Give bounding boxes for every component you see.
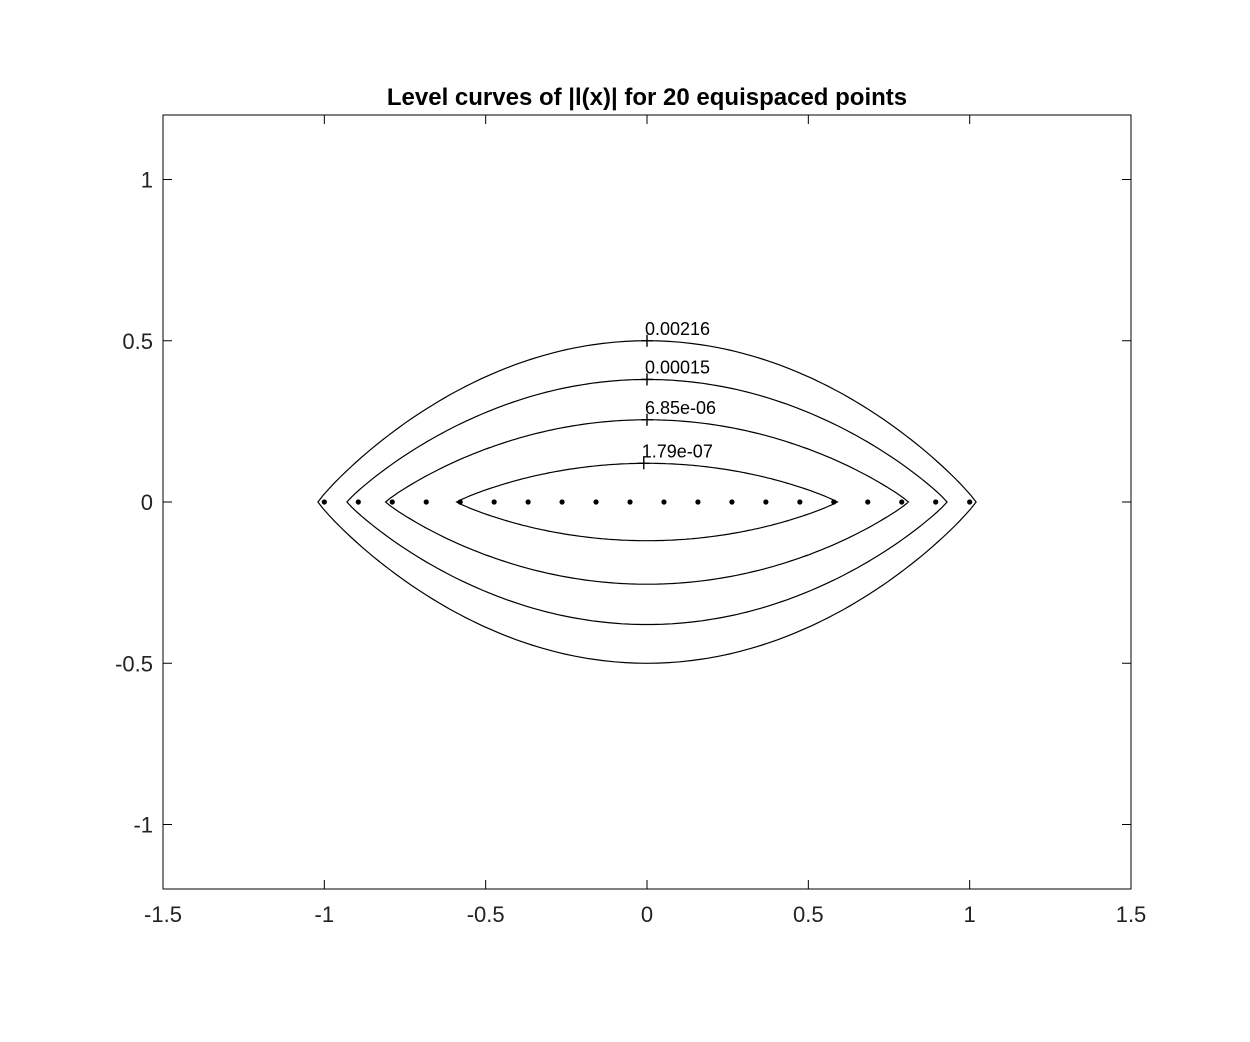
data-point [355,499,361,505]
data-point [491,499,497,505]
data-point [627,499,633,505]
x-tick-label: 1.5 [1116,902,1147,927]
data-point [967,499,973,505]
interpolation-points [321,499,973,505]
axis-ticks: -1.5 -1 -0.5 0 0.5 1 1.5 -1 -0.5 0 0.5 1 [115,115,1146,927]
data-point [763,499,769,505]
y-tick-label: 1 [141,168,153,193]
level-curve [346,378,948,626]
data-point [899,499,905,505]
y-tick-label: -0.5 [115,651,153,676]
level-curves [317,340,977,664]
x-tick-label: 0.5 [793,902,824,927]
plot-frame [162,114,1132,890]
x-tick-label: 0 [641,902,653,927]
x-tick-label: -1.5 [144,902,182,927]
contour-level-label: 1.79e-07 [642,441,713,461]
data-point [389,499,395,505]
data-point [525,499,531,505]
contour-level-label: 0.00015 [645,357,710,377]
level-curve [317,340,977,664]
contour-level-label: 0.00216 [645,319,710,339]
x-tick-label: 1 [964,902,976,927]
level-curve [455,462,839,542]
data-point [695,499,701,505]
data-point [321,499,327,505]
x-tick-label: -0.5 [467,902,505,927]
data-point [457,499,463,505]
contour-labels: 0.00216 0.00015 6.85e-06 1.79e-07 [637,319,716,470]
data-point [729,499,735,505]
y-tick-label: 0.5 [122,329,153,354]
data-point [559,499,565,505]
data-point [865,499,871,505]
data-point [797,499,803,505]
level-curve [384,419,910,585]
data-point [593,499,599,505]
data-point [423,499,429,505]
data-point [933,499,939,505]
contour-level-label: 6.85e-06 [645,398,716,418]
x-tick-label: -1 [315,902,335,927]
data-point [831,499,837,505]
y-tick-label: -1 [133,813,153,838]
chart-title: Level curves of |l(x)| for 20 equispaced… [387,84,907,111]
y-tick-label: 0 [141,490,153,515]
data-point [661,499,667,505]
